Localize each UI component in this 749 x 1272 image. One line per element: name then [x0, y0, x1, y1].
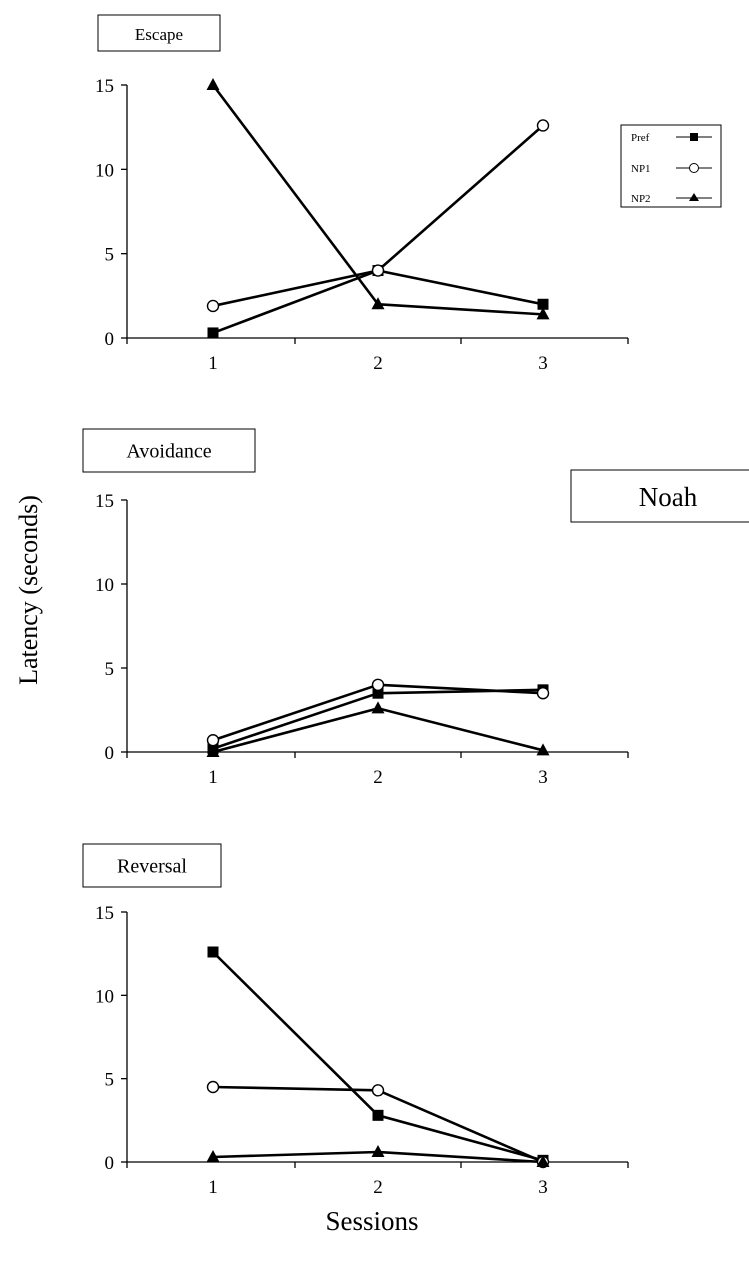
y-tick-label: 15: [95, 76, 114, 97]
legend-label-np1: NP1: [631, 163, 651, 175]
panel-title-box: [97, 14, 221, 52]
panel-title: Reversal: [117, 856, 187, 878]
y-tick-label: 15: [95, 491, 114, 512]
panel-title: Escape: [135, 25, 183, 44]
point-np1: [536, 119, 550, 132]
x-tick-label: 1: [208, 767, 218, 788]
point-pref: [372, 687, 384, 699]
y-tick-label: 10: [95, 575, 114, 596]
x-tick-label: 1: [208, 1177, 218, 1198]
legend-marker-np2: [689, 193, 699, 201]
x-tick-label: 2: [373, 353, 383, 374]
subject-label: Noah: [639, 482, 698, 512]
y-tick-label: 5: [105, 1070, 115, 1091]
point-np2: [371, 1145, 385, 1157]
x-tick-label: 3: [538, 353, 548, 374]
y-tick-label: 0: [105, 329, 115, 350]
point-np2: [371, 297, 385, 310]
series-line-pref: [212, 951, 544, 1162]
panel-escape: Escape 0 5 10 15 1 2 3: [95, 14, 629, 374]
legend-symbols: [676, 133, 712, 201]
point-np2: [536, 307, 550, 320]
y-axis-label: Latency (seconds): [14, 495, 43, 685]
subject-label-box: [570, 469, 749, 523]
point-np1: [371, 678, 385, 691]
y-tick-label: 10: [95, 160, 114, 181]
point-np2: [206, 745, 220, 757]
x-tick-label: 3: [538, 1177, 548, 1198]
point-np1: [206, 1080, 220, 1094]
x-tick-label: 3: [538, 767, 548, 788]
point-np1: [536, 687, 550, 700]
x-tick-label: 2: [373, 1177, 383, 1198]
legend-marker-np1: [689, 163, 699, 173]
legend-box: [620, 124, 722, 208]
point-np1: [206, 299, 220, 313]
series-line-np2: [211, 84, 544, 316]
point-np2: [536, 743, 550, 756]
legend-label-pref: Pref: [631, 132, 650, 144]
y-tick-label: 0: [105, 1153, 115, 1174]
point-np2: [536, 1155, 550, 1167]
legend-marker-pref: [690, 133, 698, 141]
x-tick-label: 2: [373, 767, 383, 788]
point-np1: [371, 1084, 385, 1097]
point-pref: [207, 327, 219, 339]
x-axis-label: Sessions: [325, 1206, 418, 1236]
y-tick-label: 0: [105, 743, 115, 764]
series-line-np2: [212, 707, 544, 754]
x-tick-label: 1: [208, 353, 218, 374]
point-np2: [371, 701, 385, 714]
panel-title-box: [82, 843, 222, 888]
y-tick-label: 5: [105, 659, 115, 680]
point-np1: [371, 264, 385, 277]
y-tick-label: 5: [105, 245, 115, 266]
panel-avoidance: Avoidance 0 5 10 15 1 2 3: [82, 428, 629, 788]
legend-label-np2: NP2: [631, 193, 651, 205]
point-pref: [372, 1109, 384, 1121]
panel-title-box: [82, 428, 256, 473]
point-np2: [206, 1150, 220, 1162]
y-tick-label: 15: [95, 903, 114, 924]
point-pref: [537, 298, 549, 310]
panel-reversal: Reversal 0 5 10 15 1 2 3: [82, 843, 629, 1198]
y-tick-label: 10: [95, 986, 114, 1007]
point-pref: [207, 946, 219, 958]
point-np2: [206, 78, 220, 90]
point-np1: [206, 734, 220, 747]
legend: Pref NP1 NP2: [620, 124, 722, 208]
panel-title: Avoidance: [126, 441, 211, 463]
